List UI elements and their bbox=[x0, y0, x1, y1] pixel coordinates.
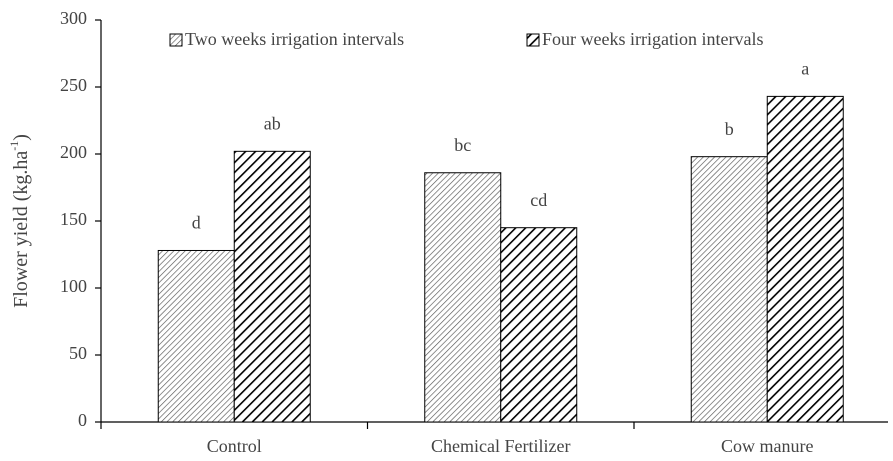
bar bbox=[157, 249, 235, 423]
x-tick-label: Cow manure bbox=[721, 436, 813, 456]
bar bbox=[766, 95, 844, 423]
x-tick-label: Control bbox=[207, 436, 262, 456]
bar bbox=[690, 156, 768, 423]
bar bbox=[233, 150, 311, 423]
y-tick-label: 300 bbox=[60, 8, 87, 28]
y-axis-label-text: Flower yield (kg.ha bbox=[10, 151, 32, 308]
significance-letter: cd bbox=[530, 190, 547, 210]
y-tick-label: 150 bbox=[60, 209, 87, 229]
significance-letter: d bbox=[192, 213, 201, 233]
significance-letter: a bbox=[801, 59, 809, 79]
legend-swatch bbox=[169, 33, 183, 47]
y-tick-label: 0 bbox=[78, 410, 87, 430]
bar bbox=[500, 227, 578, 423]
y-tick-label: 200 bbox=[60, 142, 87, 162]
y-axis-label-end: ) bbox=[10, 134, 32, 141]
x-tick-label: Chemical Fertilizer bbox=[431, 436, 570, 456]
y-axis-label-sup: -1 bbox=[7, 141, 21, 151]
legend-label: Two weeks irrigation intervals bbox=[185, 29, 404, 49]
significance-letter: ab bbox=[264, 113, 281, 133]
y-tick-label: 50 bbox=[69, 343, 87, 363]
y-axis-label: Flower yield (kg.ha-1) bbox=[7, 134, 32, 308]
significance-letter: bc bbox=[454, 135, 471, 155]
significance-letter: b bbox=[725, 119, 734, 139]
legend-swatch bbox=[526, 33, 540, 47]
y-tick-label: 100 bbox=[60, 276, 87, 296]
legend-label: Four weeks irrigation intervals bbox=[542, 29, 763, 49]
y-tick-label: 250 bbox=[60, 75, 87, 95]
bar bbox=[424, 172, 502, 423]
